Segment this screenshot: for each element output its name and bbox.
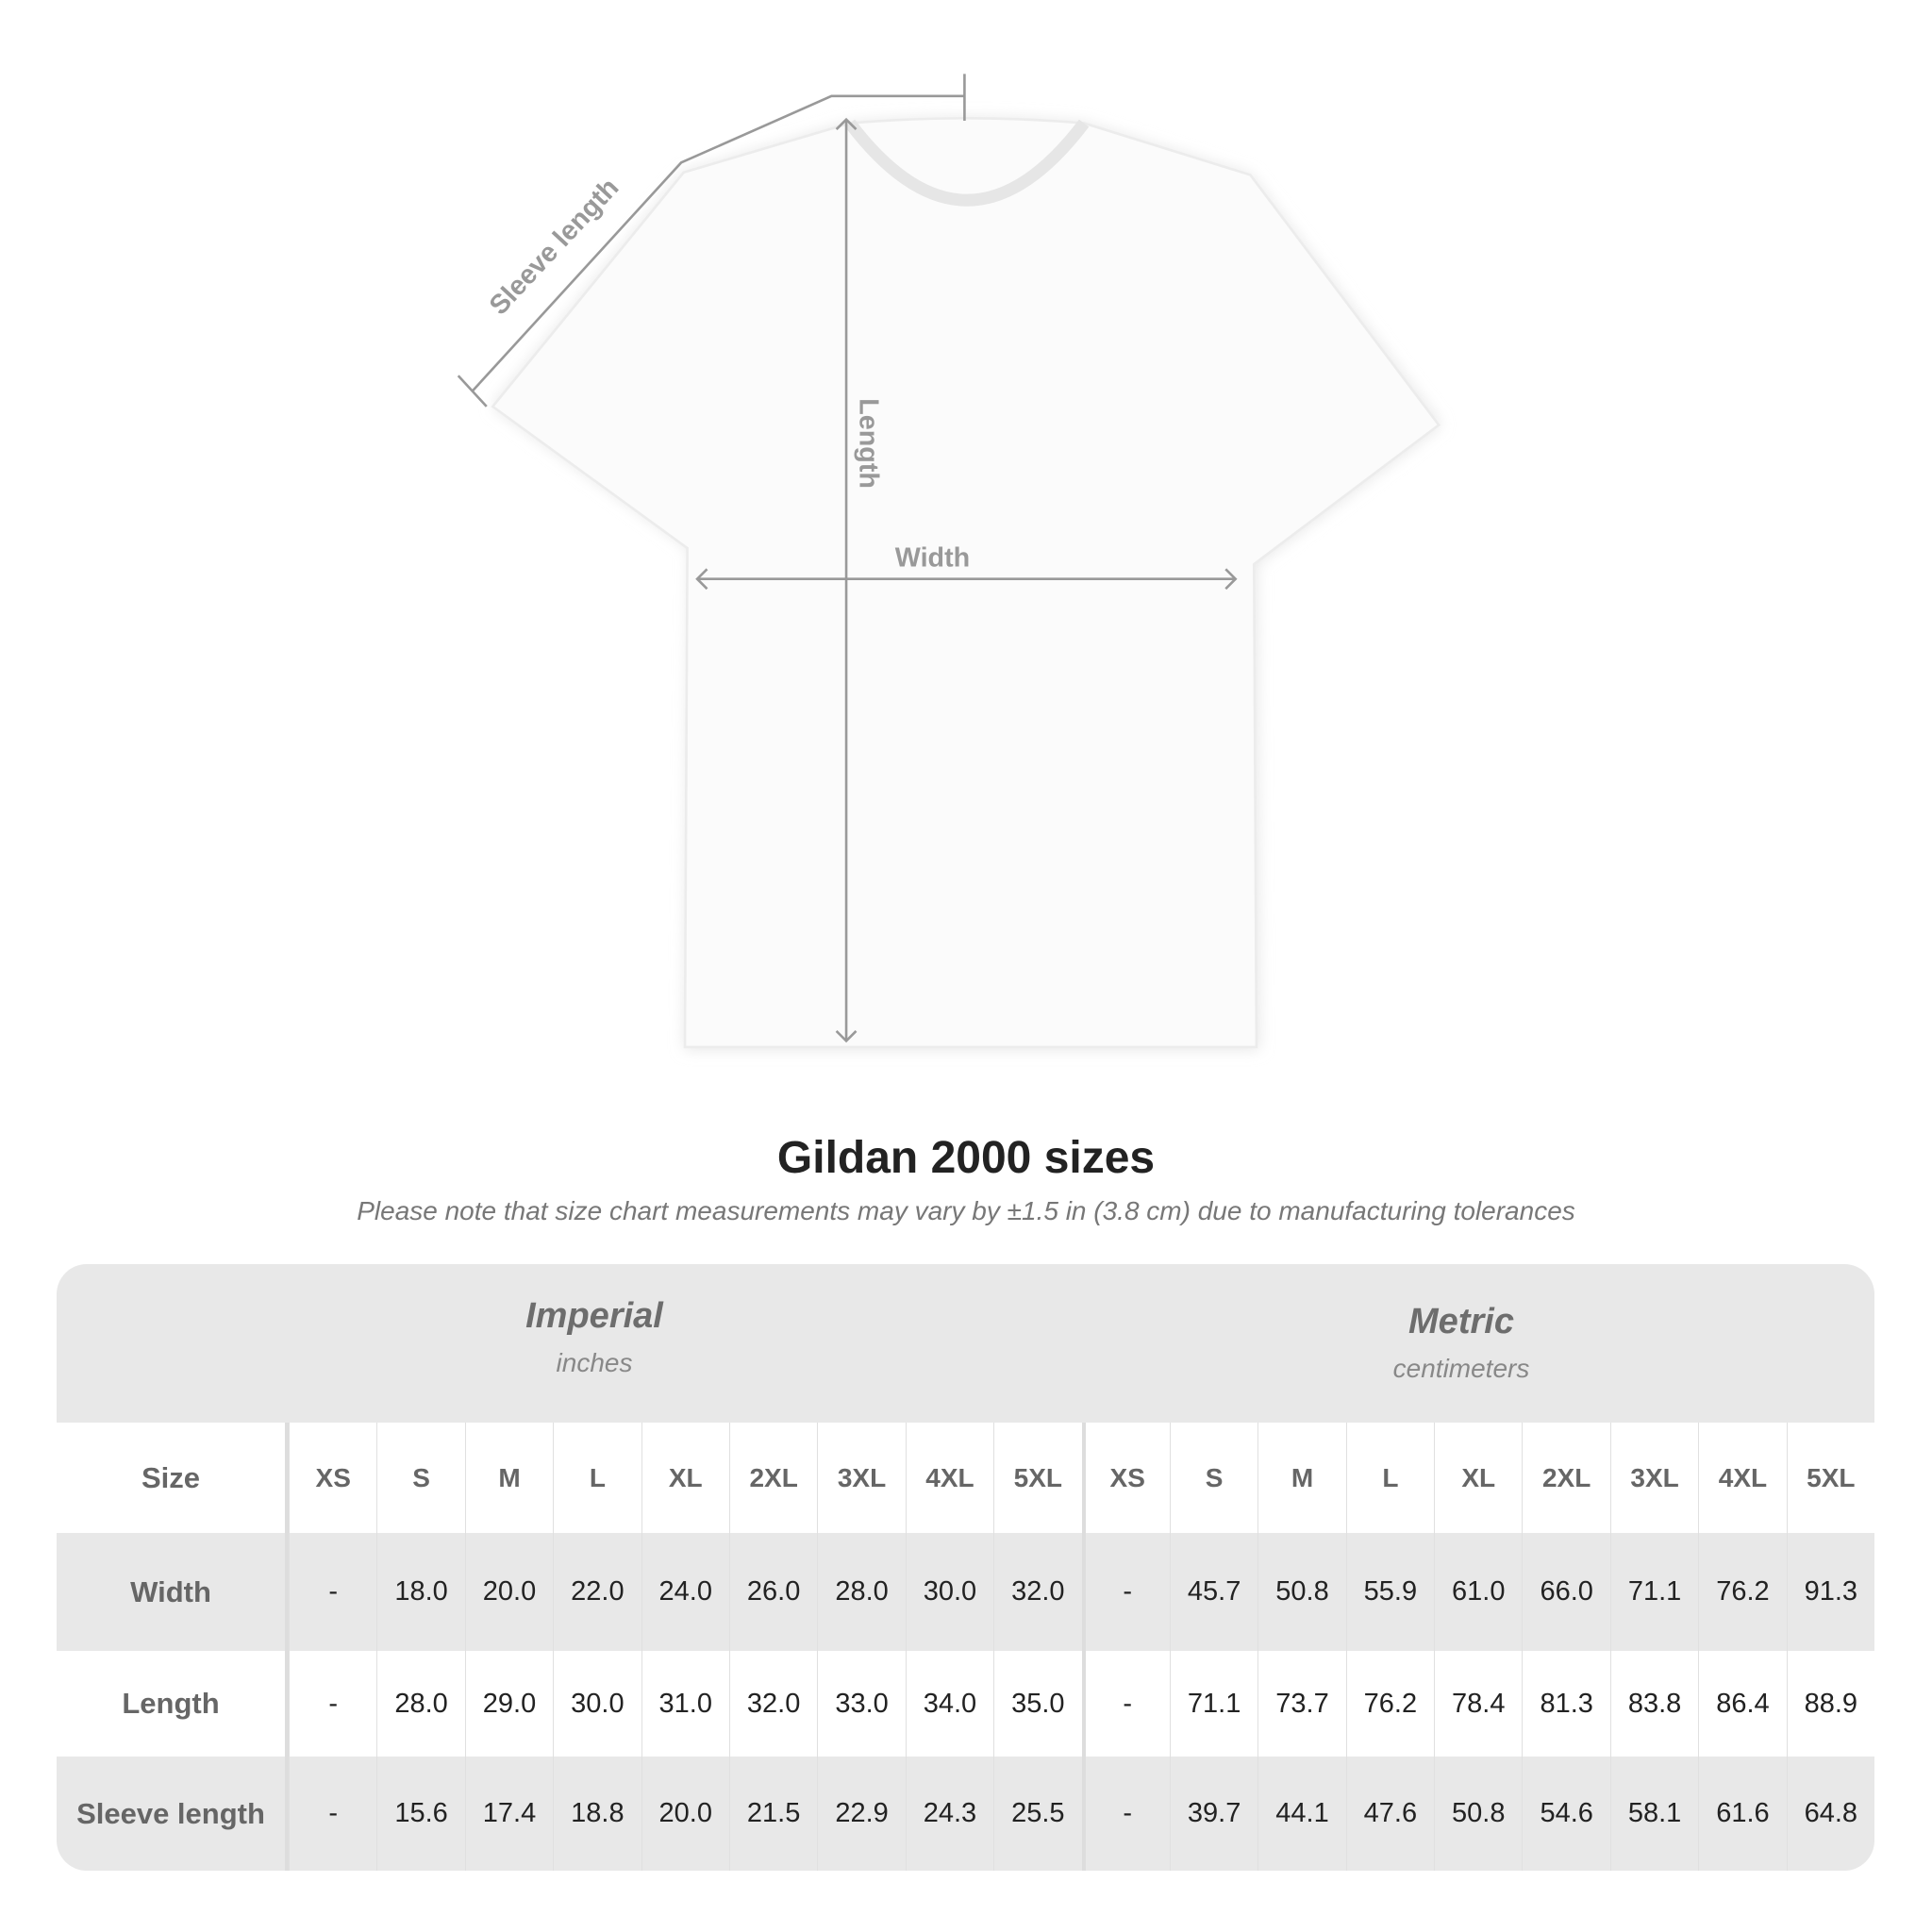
- metric-value: -: [1081, 1757, 1170, 1871]
- metric-value: 71.1: [1609, 1533, 1698, 1651]
- metric-value: -: [1081, 1651, 1170, 1757]
- size-header-xl: XL: [1434, 1423, 1522, 1533]
- metric-value: 58.1: [1609, 1757, 1698, 1871]
- imperial-value: 21.5: [728, 1757, 817, 1871]
- metric-value: 86.4: [1698, 1651, 1786, 1757]
- metric-value: 88.9: [1786, 1651, 1874, 1757]
- size-header-3xl: 3XL: [817, 1423, 905, 1533]
- imperial-value: 22.0: [553, 1533, 641, 1651]
- imperial-value: 20.0: [464, 1533, 553, 1651]
- metric-value: 54.6: [1522, 1757, 1609, 1871]
- size-header-xl: XL: [641, 1423, 729, 1533]
- metric-value: 50.8: [1434, 1757, 1522, 1871]
- imperial-value: 26.0: [728, 1533, 817, 1651]
- metric-value: 61.6: [1698, 1757, 1786, 1871]
- metric-value: 83.8: [1609, 1651, 1698, 1757]
- metric-value: 73.7: [1257, 1651, 1345, 1757]
- tshirt: [491, 117, 1441, 1049]
- imperial-value: 29.0: [464, 1651, 553, 1757]
- row-label: Sleeve length: [57, 1757, 289, 1871]
- size-header-m: M: [1257, 1423, 1345, 1533]
- metric-value: 71.1: [1169, 1651, 1257, 1757]
- length-label: Length: [853, 398, 883, 489]
- size-header-l: L: [553, 1423, 641, 1533]
- tshirt-collar: [844, 119, 1090, 207]
- metric-title: Metric: [1408, 1302, 1514, 1341]
- imperial-value: 17.4: [464, 1757, 553, 1871]
- imperial-value: 30.0: [553, 1651, 641, 1757]
- size-header-2xl: 2XL: [728, 1423, 817, 1533]
- imperial-value: 32.0: [728, 1651, 817, 1757]
- size-header-s: S: [1169, 1423, 1257, 1533]
- metric-value: 81.3: [1522, 1651, 1609, 1757]
- size-header-row: Size XS S M L XL 2XL 3XL 4XL 5XL XS S M L XL 2XL 3XL 4XL 5…: [57, 1423, 1874, 1533]
- size-header-3xl: 3XL: [1609, 1423, 1698, 1533]
- size-header-xs: XS: [1081, 1423, 1170, 1533]
- imperial-value: 28.0: [817, 1533, 905, 1651]
- imperial-value: 32.0: [993, 1533, 1081, 1651]
- imperial-value: 34.0: [905, 1651, 993, 1757]
- imperial-value: 24.3: [905, 1757, 993, 1871]
- size-header-m: M: [464, 1423, 553, 1533]
- metric-value: 50.8: [1257, 1533, 1345, 1651]
- size-header-5xl: 5XL: [1786, 1423, 1874, 1533]
- size-header-2xl: 2XL: [1522, 1423, 1609, 1533]
- size-table: Imperial inches Metric centimeters Size X…: [57, 1264, 1874, 1871]
- size-header-4xl: 4XL: [905, 1423, 993, 1533]
- imperial-title: Imperial: [525, 1296, 663, 1336]
- size-header-l: L: [1345, 1423, 1434, 1533]
- metric-header: Metric centimeters: [1178, 1302, 1744, 1384]
- unit-header-band: Imperial inches Metric centimeters: [57, 1264, 1874, 1423]
- metric-value: 64.8: [1786, 1757, 1874, 1871]
- width-label: Width: [895, 543, 970, 574]
- imperial-header: Imperial inches: [311, 1296, 877, 1378]
- metric-unit: centimeters: [1392, 1354, 1530, 1383]
- imperial-value: -: [289, 1651, 376, 1757]
- row-label: Width: [57, 1533, 289, 1651]
- metric-value: 66.0: [1522, 1533, 1609, 1651]
- metric-value: 44.1: [1257, 1757, 1345, 1871]
- size-header-5xl: 5XL: [993, 1423, 1081, 1533]
- tshirt-diagram: Sleeve length Length Width: [457, 74, 1441, 1050]
- table-row-width: Width -18.0 20.0 22.0 24.0 26.0 28.0 30.0 32.0-4…: [57, 1533, 1874, 1651]
- size-header-4xl: 4XL: [1698, 1423, 1786, 1533]
- imperial-value: -: [289, 1757, 376, 1871]
- size-header-s: S: [376, 1423, 464, 1533]
- metric-value: 91.3: [1786, 1533, 1874, 1651]
- page-title: Gildan 2000 sizes: [776, 1133, 1156, 1183]
- table-row-length: Length -28.0 29.0 30.0 31.0 32.0 33.0 34.0 35.0-…: [57, 1651, 1874, 1757]
- sleeve-measure-line: [471, 94, 965, 393]
- metric-value: 76.2: [1345, 1651, 1434, 1757]
- imperial-value: 18.0: [376, 1533, 464, 1651]
- size-header-xs: XS: [289, 1423, 376, 1533]
- metric-value: 76.2: [1698, 1533, 1786, 1651]
- metric-value: 47.6: [1345, 1757, 1434, 1871]
- imperial-value: 31.0: [641, 1651, 729, 1757]
- imperial-value: 33.0: [817, 1651, 905, 1757]
- imperial-value: -: [289, 1533, 376, 1651]
- metric-value: 45.7: [1169, 1533, 1257, 1651]
- metric-value: 78.4: [1434, 1651, 1522, 1757]
- tolerance-note: Please note that size chart measurements…: [357, 1196, 1575, 1225]
- imperial-value: 15.6: [376, 1757, 464, 1871]
- imperial-value: 35.0: [993, 1651, 1081, 1757]
- imperial-value: 20.0: [641, 1757, 729, 1871]
- metric-value: 39.7: [1169, 1757, 1257, 1871]
- imperial-value: 28.0: [376, 1651, 464, 1757]
- imperial-value: 24.0: [641, 1533, 729, 1651]
- imperial-value: 18.8: [553, 1757, 641, 1871]
- imperial-value: 22.9: [817, 1757, 905, 1871]
- size-label: Size: [57, 1423, 289, 1533]
- imperial-value: 30.0: [905, 1533, 993, 1651]
- imperial-value: 25.5: [993, 1757, 1081, 1871]
- row-label: Length: [57, 1651, 289, 1757]
- metric-value: -: [1081, 1533, 1170, 1651]
- metric-value: 61.0: [1434, 1533, 1522, 1651]
- imperial-unit: inches: [556, 1348, 633, 1377]
- table-row-sleeve-length: Sleeve length -15.6 17.4 18.8 20.0 21.5 22.9 24…: [57, 1757, 1874, 1871]
- metric-value: 55.9: [1345, 1533, 1434, 1651]
